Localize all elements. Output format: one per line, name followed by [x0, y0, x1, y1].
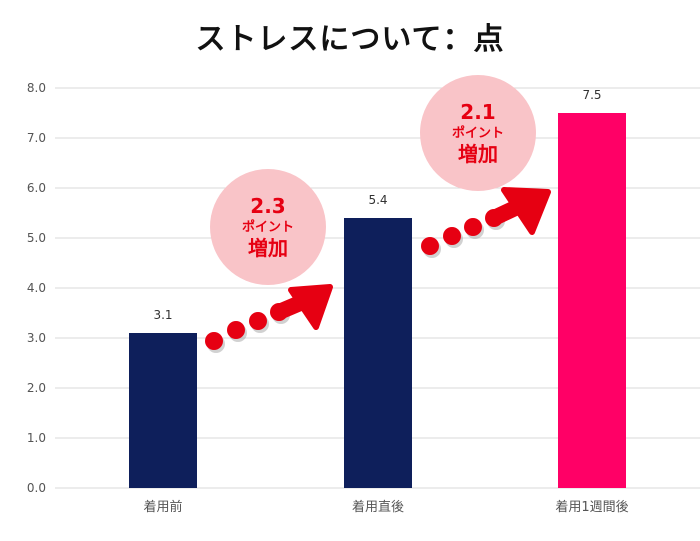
x-tick-label: 着用直後	[352, 499, 404, 515]
annotation-line2: 増加	[248, 236, 288, 260]
bar-3	[558, 113, 626, 488]
x-tick-label: 着用1週間後	[555, 499, 628, 515]
arrow-dot	[464, 218, 482, 236]
arrow-head	[288, 284, 333, 330]
arrow-dot	[421, 237, 439, 255]
bar-1	[129, 333, 197, 488]
x-tick-label: 着用前	[143, 499, 182, 515]
data-label: 3.1	[153, 308, 172, 322]
arrow-head	[501, 187, 551, 235]
chart-title: ストレスについて：点	[195, 22, 505, 57]
y-tick-label: 7.0	[27, 131, 46, 145]
arrow-dot	[249, 312, 267, 330]
y-tick-label: 3.0	[27, 331, 46, 345]
y-tick-label: 8.0	[27, 81, 46, 95]
y-tick-label: 0.0	[27, 481, 46, 495]
annotation-line1: ポイント	[452, 125, 504, 141]
data-label: 5.4	[368, 193, 387, 207]
y-tick-label: 6.0	[27, 181, 46, 195]
annotation-bubble	[210, 169, 326, 285]
data-label: 7.5	[582, 88, 601, 102]
annotation-line1: ポイント	[242, 219, 294, 235]
arrow-dot	[205, 332, 223, 350]
arrow-dot	[227, 321, 245, 339]
y-tick-label: 4.0	[27, 281, 46, 295]
y-tick-label: 1.0	[27, 431, 46, 445]
y-tick-label: 5.0	[27, 231, 46, 245]
annotation-value: 2.1	[460, 100, 495, 124]
y-tick-label: 2.0	[27, 381, 46, 395]
annotation-value: 2.3	[250, 194, 285, 218]
bar-2	[344, 218, 412, 488]
annotation-bubble	[420, 75, 536, 191]
annotation-line2: 増加	[458, 142, 498, 166]
arrow-dot	[443, 227, 461, 245]
